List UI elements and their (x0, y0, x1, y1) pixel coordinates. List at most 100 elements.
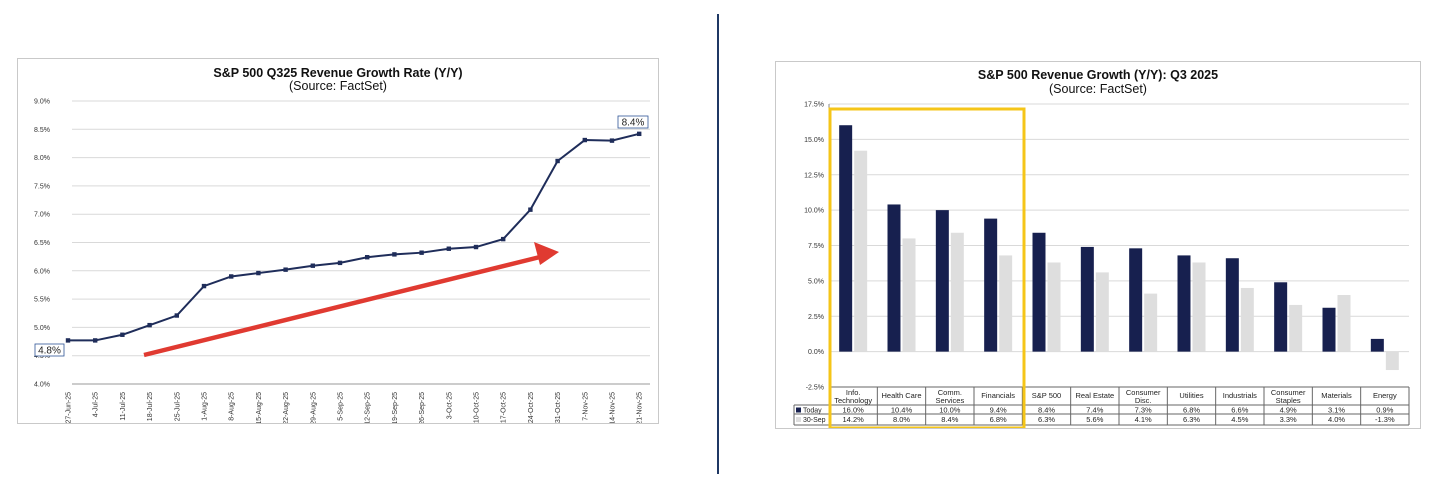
end-value-label: 8.4% (622, 118, 645, 129)
line-xtick-label: 17-Oct-25 (501, 392, 508, 423)
bar-30-sep (1047, 262, 1061, 352)
bar-ytick-label: 2.5% (808, 314, 824, 321)
bar-30-sep (1337, 295, 1351, 352)
today-value-label: 3.1% (1328, 406, 1345, 415)
category-label: Services (935, 396, 964, 405)
category-label: Consumer (1126, 388, 1161, 397)
bar-today (1225, 258, 1239, 352)
line-ytick-label: 8.5% (34, 127, 50, 134)
category-label: Industrials (1223, 391, 1257, 400)
category-label: Energy (1373, 391, 1397, 400)
sep-value-label: 6.8% (990, 415, 1007, 424)
line-ytick-label: 4.5% (34, 353, 50, 360)
line-xtick-label: 31-Oct-25 (555, 392, 562, 423)
bar-30-sep (950, 232, 964, 352)
line-xtick-label: 25-Jul-25 (174, 392, 181, 421)
bar-today (1129, 248, 1143, 352)
bar-30-sep (854, 150, 868, 352)
sep-value-label: 6.3% (1038, 415, 1055, 424)
line-xtick-label: 19-Sep-25 (392, 392, 399, 423)
line-data-point (555, 158, 560, 164)
line-data-point (637, 131, 642, 137)
bar-ytick-label: 12.5% (804, 172, 824, 179)
bar-today (1080, 246, 1094, 352)
line-ytick-label: 8.0% (34, 155, 50, 162)
category-label: Consumer (1271, 388, 1306, 397)
bar-chart: 17.5% 15.0% 12.5% 10.0% 7.5% 5.0% 2.5% 0.0% -2.5… (793, 102, 1410, 428)
line-data-point (147, 322, 152, 328)
line-xtick-label: 12-Sep-25 (365, 392, 372, 423)
today-value-label: 4.9% (1280, 406, 1297, 415)
bar-30-sep (999, 255, 1013, 352)
today-value-label: 7.4% (1086, 406, 1103, 415)
line-xtick-label: 26-Sep-25 (419, 392, 426, 423)
bar-today (1274, 282, 1288, 352)
line-ytick-label: 7.5% (34, 183, 50, 190)
today-value-label: 10.4% (891, 406, 913, 415)
bar-ytick-label: 15.0% (804, 137, 824, 144)
bar-30-sep (1240, 287, 1254, 352)
line-xtick-label: 8-Aug-25 (229, 392, 236, 421)
line-data-point (365, 255, 370, 260)
line-data-point (120, 332, 125, 337)
line-data-point (582, 137, 587, 143)
line-ytick-label: 7.0% (34, 212, 50, 219)
sep-value-label: 5.6% (1086, 415, 1103, 424)
start-value-label: 4.8% (38, 346, 61, 357)
bar-ytick-label: 17.5% (804, 102, 824, 109)
line-xtick-label: 11-Jul-25 (120, 392, 127, 421)
line-data-point (392, 252, 397, 257)
bar-30-sep (1385, 351, 1399, 371)
line-ytick-label: 6.0% (34, 268, 50, 275)
sep-value-label: 8.4% (941, 415, 958, 424)
line-ytick-label: 5.0% (34, 325, 50, 332)
sep-value-label: 4.1% (1135, 415, 1152, 424)
bar-today (984, 218, 998, 352)
line-xtick-label: 15-Aug-25 (256, 392, 263, 423)
bar-30-sep (1095, 272, 1109, 352)
line-chart-panel: S&P 500 Q325 Revenue Growth Rate (Y/Y) (… (17, 58, 659, 424)
category-label: Materials (1321, 391, 1352, 400)
category-label: Financials (981, 391, 1015, 400)
line-xtick-label: 1-Aug-25 (202, 392, 209, 421)
bar-today (887, 204, 901, 352)
line-data-point (229, 274, 234, 279)
sep-value-label: 3.3% (1280, 415, 1297, 424)
today-value-label: 10.0% (939, 406, 961, 415)
line-data-point (473, 244, 479, 250)
category-label: Technology (834, 396, 872, 405)
today-value-label: 7.3% (1135, 406, 1152, 415)
line-ytick-label: 4.0% (34, 382, 50, 389)
line-xtick-label: 22-Aug-25 (283, 392, 290, 423)
bar-today (839, 125, 853, 352)
sep-value-label: 14.2% (843, 415, 865, 424)
line-data-point (65, 338, 71, 343)
today-value-label: 6.8% (1183, 406, 1200, 415)
today-value-label: 6.6% (1231, 406, 1248, 415)
bar-today (1322, 307, 1336, 352)
line-data-point (93, 338, 98, 343)
line-xtick-label: 14-Nov-25 (610, 392, 617, 423)
category-label: S&P 500 (1032, 391, 1061, 400)
legend-key-today (796, 407, 801, 413)
category-label: Utilities (1179, 391, 1203, 400)
bar-30-sep (1289, 304, 1303, 352)
category-label: Disc. (1135, 396, 1152, 405)
line-xtick-label: 24-Oct-25 (528, 392, 535, 423)
bar-ytick-label: 0.0% (808, 349, 824, 356)
line-ytick-label: 9.0% (34, 99, 50, 106)
category-label: Comm. (938, 388, 962, 397)
revenue-growth-line (68, 132, 640, 342)
bar-chart-subtitle: (Source: FactSet) (1049, 82, 1147, 96)
today-value-label: 0.9% (1376, 406, 1393, 415)
legend-label-30-sep: 30-Sep (803, 417, 826, 424)
bar-30-sep (902, 238, 916, 352)
bar-today (1177, 255, 1191, 352)
sep-value-label: -1.3% (1375, 415, 1395, 424)
bar-chart-title: S&P 500 Revenue Growth (Y/Y): Q3 2025 (977, 68, 1219, 82)
line-xtick-label: 29-Aug-25 (310, 392, 317, 423)
line-data-point (201, 283, 207, 289)
line-data-point (310, 263, 315, 268)
line-xtick-label: 3-Oct-25 (446, 392, 453, 419)
sep-value-label: 4.0% (1328, 415, 1345, 424)
